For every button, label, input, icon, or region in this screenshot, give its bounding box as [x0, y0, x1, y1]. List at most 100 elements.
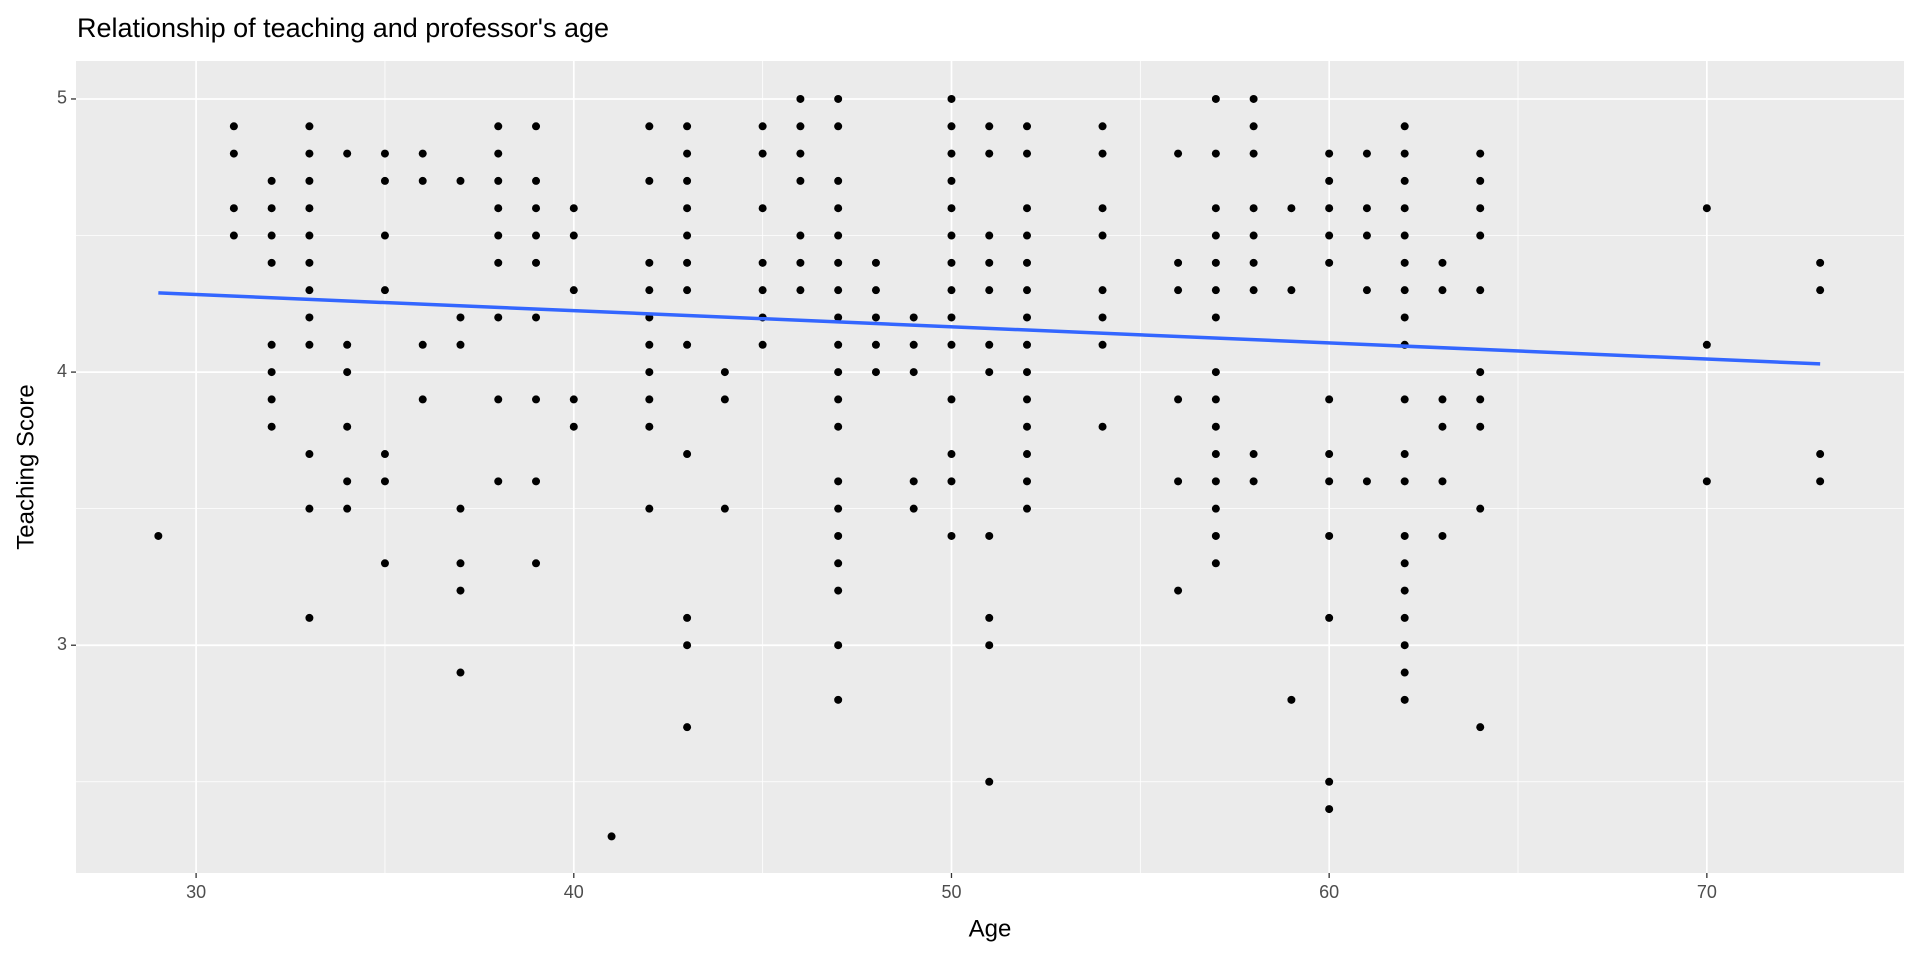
point	[494, 258, 503, 267]
point	[569, 422, 578, 431]
point	[871, 286, 880, 295]
point	[1400, 258, 1409, 267]
point	[645, 258, 654, 267]
point	[1325, 805, 1334, 814]
point	[1400, 477, 1409, 486]
point	[947, 477, 956, 486]
point	[1211, 395, 1220, 404]
point	[305, 450, 314, 459]
point	[1325, 204, 1334, 213]
point	[305, 340, 314, 349]
point	[1325, 231, 1334, 240]
point	[758, 149, 767, 158]
plot-panel	[76, 61, 1904, 873]
point	[947, 204, 956, 213]
point	[380, 176, 389, 185]
point	[834, 204, 843, 213]
point	[267, 204, 276, 213]
point	[683, 258, 692, 267]
point	[947, 122, 956, 131]
point	[683, 641, 692, 650]
point	[796, 231, 805, 240]
point	[1249, 94, 1258, 103]
point	[456, 176, 465, 185]
point	[569, 395, 578, 404]
point	[1174, 477, 1183, 486]
point	[1098, 231, 1107, 240]
point	[1023, 395, 1032, 404]
point	[229, 231, 238, 240]
point	[1023, 368, 1032, 377]
point	[267, 231, 276, 240]
point	[909, 313, 918, 322]
point	[343, 504, 352, 513]
point	[985, 777, 994, 786]
point	[834, 586, 843, 595]
point	[1023, 450, 1032, 459]
point	[1400, 559, 1409, 568]
point	[1400, 286, 1409, 295]
point	[1476, 395, 1485, 404]
point	[1249, 204, 1258, 213]
point	[834, 559, 843, 568]
point	[985, 149, 994, 158]
point	[1287, 286, 1296, 295]
point	[267, 422, 276, 431]
x-tick-label: 50	[941, 882, 961, 902]
point	[380, 559, 389, 568]
point	[1211, 450, 1220, 459]
point	[985, 258, 994, 267]
chart-title: Relationship of teaching and professor's…	[77, 13, 609, 43]
point	[871, 313, 880, 322]
point	[645, 504, 654, 513]
point	[1174, 149, 1183, 158]
point	[1023, 231, 1032, 240]
point	[1211, 477, 1220, 486]
point	[380, 477, 389, 486]
point	[305, 176, 314, 185]
point	[532, 231, 541, 240]
point	[1438, 395, 1447, 404]
point	[1400, 531, 1409, 540]
point	[1400, 204, 1409, 213]
point	[380, 231, 389, 240]
point	[380, 286, 389, 295]
point	[985, 122, 994, 131]
point	[267, 368, 276, 377]
point	[305, 231, 314, 240]
point	[1362, 149, 1371, 158]
point	[229, 204, 238, 213]
point	[494, 231, 503, 240]
point	[305, 204, 314, 213]
point	[947, 94, 956, 103]
point	[834, 531, 843, 540]
point	[909, 368, 918, 377]
point	[267, 395, 276, 404]
point	[985, 641, 994, 650]
point	[1023, 204, 1032, 213]
point	[532, 559, 541, 568]
point	[645, 340, 654, 349]
point	[569, 204, 578, 213]
point	[985, 286, 994, 295]
point	[947, 231, 956, 240]
point	[1325, 777, 1334, 786]
point	[343, 149, 352, 158]
point	[494, 176, 503, 185]
point	[1816, 258, 1825, 267]
point	[683, 149, 692, 158]
point	[418, 395, 427, 404]
point	[947, 286, 956, 295]
point	[532, 204, 541, 213]
point	[1438, 477, 1447, 486]
point	[494, 149, 503, 158]
point	[1211, 559, 1220, 568]
point	[1211, 204, 1220, 213]
point	[1325, 395, 1334, 404]
point	[456, 504, 465, 513]
point	[305, 286, 314, 295]
point	[343, 477, 352, 486]
point	[909, 477, 918, 486]
point	[985, 368, 994, 377]
point	[834, 395, 843, 404]
